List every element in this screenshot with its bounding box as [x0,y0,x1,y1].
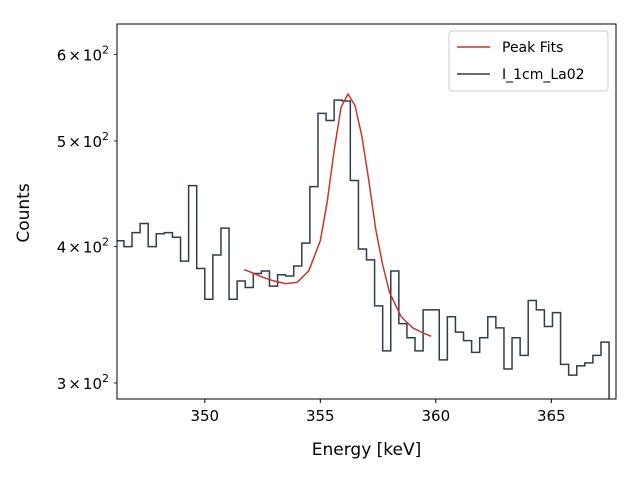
x-axis-label: Energy [keV] [312,440,422,460]
y-tick-mantissa: 4 [57,239,67,257]
y-tick-label: 5 × 102 [57,130,109,151]
y-tick-times: × [68,47,81,65]
legend-box [448,30,609,92]
y-tick-base: 10 [83,375,102,393]
plot-series [117,92,610,399]
y-tick-mantissa: 5 [57,133,67,151]
x-tick-label: 350 [190,407,219,425]
legend-label-peak-fits: Peak Fits [502,40,563,56]
x-tick-label: 365 [537,407,566,425]
y-tick-base: 10 [83,133,102,151]
legend: Peak Fits I_1cm_La02 [448,30,609,92]
y-tick-label: 4 × 102 [57,236,109,257]
y-tick-label: 6 × 102 [57,44,109,65]
y-axis-label: Counts [14,183,34,242]
y-tick-base: 10 [83,47,102,65]
y-tick-mantissa: 3 [57,375,67,393]
plot-frame [116,23,617,400]
y-tick-exponent: 2 [102,130,109,143]
x-tick-label: 360 [421,407,450,425]
y-tick-times: × [68,375,81,393]
x-tick-label: 355 [306,407,335,425]
y-tick-label: 3 × 102 [57,372,109,393]
peak-fit-curve [243,92,432,338]
legend-label-spectrum: I_1cm_La02 [502,67,585,83]
y-tick-times: × [68,133,81,151]
y-tick-mantissa: 6 [57,47,67,65]
y-tick-times: × [68,239,81,257]
x-axis: 350 355 360 365 [190,399,566,425]
y-tick-exponent: 2 [102,372,109,385]
y-tick-base: 10 [83,239,102,257]
spectrum-histogram-line [117,99,610,399]
y-tick-exponent: 2 [102,236,109,249]
y-tick-exponent: 2 [102,44,109,57]
